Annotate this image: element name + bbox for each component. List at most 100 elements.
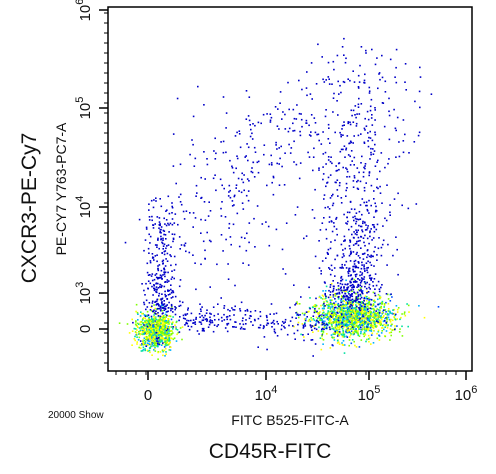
event-dot <box>341 296 343 299</box>
event-dot <box>195 288 197 291</box>
event-dot <box>152 257 155 259</box>
event-dot <box>345 317 347 319</box>
event-dot <box>168 212 171 215</box>
event-dot <box>326 333 328 335</box>
event-dot <box>333 308 335 311</box>
event-dot <box>154 307 156 310</box>
event-dot <box>315 328 318 331</box>
event-dot <box>144 349 146 352</box>
event-dot <box>382 225 384 227</box>
event-dot <box>345 182 348 185</box>
event-dot <box>370 343 372 345</box>
event-dot <box>345 299 347 302</box>
event-dot <box>401 325 403 328</box>
event-dot <box>380 323 382 325</box>
event-dot <box>352 309 354 312</box>
event-dot <box>346 289 348 291</box>
event-dot <box>146 342 149 344</box>
event-dot <box>224 216 227 218</box>
event-dot <box>164 223 166 225</box>
event-dot <box>325 228 327 231</box>
event-dot <box>163 309 165 311</box>
event-dot <box>174 213 177 215</box>
event-dot <box>141 329 144 331</box>
event-dot <box>162 237 164 240</box>
event-dot <box>151 285 153 288</box>
event-dot <box>353 326 356 328</box>
event-dot <box>170 307 172 310</box>
event-dot <box>361 253 364 255</box>
event-dot <box>349 200 352 203</box>
event-dot <box>344 298 347 300</box>
event-dot <box>355 116 357 119</box>
event-dot <box>142 318 144 320</box>
event-dot <box>386 316 388 319</box>
event-dot <box>359 307 361 309</box>
event-dot <box>329 174 332 176</box>
event-dot <box>355 330 358 333</box>
event-dot <box>364 282 367 285</box>
event-dot <box>162 259 165 262</box>
event-dot <box>154 340 156 343</box>
event-dot <box>244 156 246 158</box>
event-dot <box>363 127 366 130</box>
event-dot <box>169 330 171 333</box>
event-dot <box>363 309 365 312</box>
event-dot <box>156 340 158 343</box>
event-dot <box>300 113 302 115</box>
event-dot <box>363 268 366 270</box>
event-dot <box>354 311 356 314</box>
event-dot <box>152 331 154 334</box>
event-dot <box>164 319 167 322</box>
event-dot <box>343 121 345 123</box>
event-dot <box>370 279 372 281</box>
event-dot <box>336 292 339 295</box>
event-dot <box>360 288 362 291</box>
event-dot <box>160 299 163 301</box>
event-dot <box>303 237 305 240</box>
event-dot <box>161 337 164 339</box>
event-dot <box>359 287 362 289</box>
event-dot <box>170 326 173 328</box>
event-dot <box>159 305 162 308</box>
event-dot <box>353 332 355 334</box>
event-dot <box>152 326 155 328</box>
event-dot <box>278 163 280 165</box>
event-dot <box>136 329 138 331</box>
event-dot <box>308 306 311 309</box>
event-dot <box>186 319 188 322</box>
event-dot <box>257 317 260 320</box>
event-dot <box>377 247 380 250</box>
event-dot <box>325 163 327 165</box>
event-dot <box>305 235 308 237</box>
event-dot <box>331 303 334 306</box>
event-dot <box>162 304 164 306</box>
event-dot <box>248 119 251 122</box>
event-dot <box>157 321 159 324</box>
event-dot <box>159 330 161 332</box>
event-dot <box>208 201 210 203</box>
event-dot <box>153 284 155 287</box>
event-dot <box>284 318 287 321</box>
event-dot <box>376 57 378 59</box>
event-dot <box>351 286 353 289</box>
event-dot <box>327 319 330 321</box>
event-dot <box>328 313 331 315</box>
event-dot <box>343 326 345 328</box>
event-dot <box>157 265 159 267</box>
event-dot <box>403 311 406 313</box>
event-dot <box>191 139 193 141</box>
event-dot <box>345 331 348 334</box>
event-dot <box>302 334 304 336</box>
event-dot <box>343 333 345 336</box>
event-dot <box>369 323 371 326</box>
event-dot <box>386 318 389 320</box>
event-dot <box>320 348 323 351</box>
event-dot <box>373 316 376 318</box>
event-dot <box>360 280 363 283</box>
event-dot <box>379 321 381 324</box>
event-dot <box>366 290 369 293</box>
event-dot <box>380 305 382 308</box>
event-dot <box>327 123 330 126</box>
event-dot <box>364 163 367 165</box>
